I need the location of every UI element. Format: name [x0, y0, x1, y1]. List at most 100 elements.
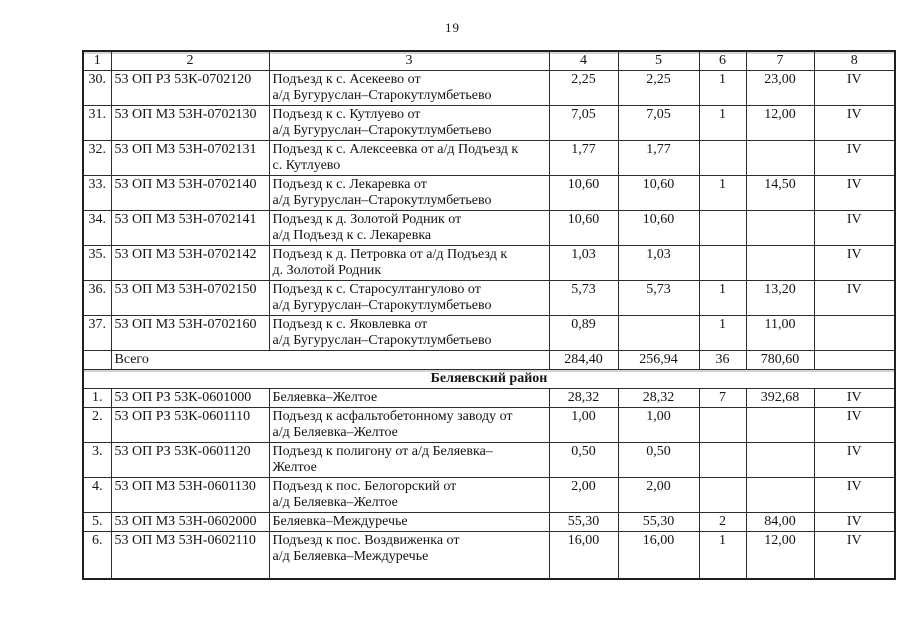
road-name-cell: Подъезд к с. Асекеево от а/д Бугуруслан–…	[268, 70, 550, 106]
road-name-cell: Подъезд к с. Лекаревка от а/д Бугуруслан…	[268, 175, 550, 211]
road-code-cell: 53 ОП РЗ 53К-0601000	[110, 388, 270, 408]
value-cell-col4: 16,00	[548, 531, 619, 580]
value-cell-col8	[813, 315, 896, 351]
column-header-3: 3	[268, 50, 550, 71]
table-row: 6. 53 ОП МЗ 53Н-0602110 Подъезд к пос. Воз…	[82, 531, 896, 580]
value-cell-col4: 0,89	[548, 315, 619, 351]
value-cell-col5: 256,94	[617, 350, 700, 370]
value-cell-col8: IV	[813, 70, 896, 106]
value-cell-col6: 36	[698, 350, 747, 370]
value-cell-col7: 12,00	[745, 105, 815, 141]
road-code-cell: 53 ОП РЗ 53К-0601120	[110, 442, 270, 478]
value-cell-col6: 1	[698, 531, 747, 580]
road-name-cell: Подъезд к д. Петровка от а/д Подъезд к д…	[268, 245, 550, 281]
value-cell-col8: IV	[813, 512, 896, 532]
table-row: 5. 53 ОП МЗ 53Н-0602000 Беляевка–Междуречь…	[82, 512, 896, 532]
value-cell-col7: 23,00	[745, 70, 815, 106]
column-header-7: 7	[745, 50, 815, 71]
road-code-cell: 53 ОП МЗ 53Н-0602110	[110, 531, 270, 580]
value-cell-col7: 12,00	[745, 531, 815, 580]
page-number: 19	[445, 20, 460, 35]
table-row: 32. 53 ОП МЗ 53Н-0702131 Подъезд к с. Алек…	[82, 140, 896, 176]
value-cell-col7: 14,50	[745, 175, 815, 211]
road-code-cell: 53 ОП РЗ 53К-0702120	[110, 70, 270, 106]
value-cell-col6	[698, 407, 747, 443]
value-cell-col4: 284,40	[548, 350, 619, 370]
value-cell-col8: IV	[813, 105, 896, 141]
value-cell-col6: 1	[698, 105, 747, 141]
value-cell-col6: 1	[698, 315, 747, 351]
row-number-cell: 5.	[82, 512, 112, 532]
value-cell-col4: 2,25	[548, 70, 619, 106]
row-number-cell: 34.	[82, 210, 112, 246]
value-cell-col7: 13,20	[745, 280, 815, 316]
table-row: 3. 53 ОП РЗ 53К-0601120 Подъезд к полигону…	[82, 442, 896, 478]
value-cell-col5: 10,60	[617, 210, 700, 246]
value-cell-col8: IV	[813, 388, 896, 408]
table-body: 30. 53 ОП РЗ 53К-0702120 Подъезд к с. Асек…	[82, 70, 896, 580]
row-number-cell: 30.	[82, 70, 112, 106]
value-cell-col6: 1	[698, 175, 747, 211]
road-name-cell: Подъезд к с. Старосултангулово от а/д Бу…	[268, 280, 550, 316]
road-code-cell: 53 ОП РЗ 53К-0601110	[110, 407, 270, 443]
value-cell-col4: 10,60	[548, 175, 619, 211]
value-cell-col8: IV	[813, 531, 896, 580]
value-cell-col4: 1,03	[548, 245, 619, 281]
value-cell-col4: 5,73	[548, 280, 619, 316]
table-row: 31. 53 ОП МЗ 53Н-0702130 Подъезд к с. Кутл…	[82, 105, 896, 141]
roads-register-table: 1 2 3 4 5 6 7 8 30. 53 ОП РЗ 53К-0702120 П…	[82, 50, 896, 580]
value-cell-col6: 2	[698, 512, 747, 532]
value-cell-col5: 28,32	[617, 388, 700, 408]
value-cell-col5: 2,00	[617, 477, 700, 513]
value-cell-col8: IV	[813, 280, 896, 316]
value-cell-col6	[698, 245, 747, 281]
value-cell-col5: 16,00	[617, 531, 700, 580]
value-cell-col8: IV	[813, 407, 896, 443]
road-name-cell: Подъезд к д. Золотой Родник от а/д Подъе…	[268, 210, 550, 246]
column-header-8: 8	[813, 50, 896, 71]
value-cell-col5: 55,30	[617, 512, 700, 532]
value-cell-col8: IV	[813, 175, 896, 211]
road-name-cell: Подъезд к с. Алексеевка от а/д Подъезд к…	[268, 140, 550, 176]
value-cell-col6	[698, 210, 747, 246]
row-number-cell: 31.	[82, 105, 112, 141]
column-header-2: 2	[110, 50, 270, 71]
table-row: 37. 53 ОП МЗ 53Н-0702160 Подъезд к с. Яков…	[82, 315, 896, 351]
value-cell-col7: 780,60	[745, 350, 815, 370]
column-header-row: 1 2 3 4 5 6 7 8	[82, 50, 896, 71]
value-cell-col5: 10,60	[617, 175, 700, 211]
row-number-cell: 33.	[82, 175, 112, 211]
road-code-cell: 53 ОП МЗ 53Н-0602000	[110, 512, 270, 532]
value-cell-col6	[698, 477, 747, 513]
row-number-cell: 35.	[82, 245, 112, 281]
value-cell-col5: 2,25	[617, 70, 700, 106]
road-code-cell: 53 ОП МЗ 53Н-0702142	[110, 245, 270, 281]
value-cell-col5: 1,03	[617, 245, 700, 281]
table-row: 4. 53 ОП МЗ 53Н-0601130 Подъезд к пос. Бел…	[82, 477, 896, 513]
road-name-cell: Беляевка–Междуречье	[268, 512, 550, 532]
table-row: 34. 53 ОП МЗ 53Н-0702141 Подъезд к д. Золо…	[82, 210, 896, 246]
table-row: 36. 53 ОП МЗ 53Н-0702150 Подъезд к с. Стар…	[82, 280, 896, 316]
value-cell-col4: 28,32	[548, 388, 619, 408]
value-cell-col5: 5,73	[617, 280, 700, 316]
road-code-cell: 53 ОП МЗ 53Н-0702150	[110, 280, 270, 316]
value-cell-col8: IV	[813, 442, 896, 478]
value-cell-col6: 1	[698, 70, 747, 106]
value-cell-col5: 0,50	[617, 442, 700, 478]
column-header-5: 5	[617, 50, 700, 71]
value-cell-col7	[745, 477, 815, 513]
road-code-cell: 53 ОП МЗ 53Н-0702141	[110, 210, 270, 246]
value-cell-col8	[813, 350, 896, 370]
value-cell-col8: IV	[813, 477, 896, 513]
value-cell-col6: 7	[698, 388, 747, 408]
value-cell-col7: 392,68	[745, 388, 815, 408]
row-number-cell	[82, 350, 112, 370]
row-number-cell: 36.	[82, 280, 112, 316]
value-cell-col7	[745, 210, 815, 246]
value-cell-col7: 84,00	[745, 512, 815, 532]
road-name-cell: Подъезд к пос. Воздвиженка от а/д Беляев…	[268, 531, 550, 580]
table-row: 30. 53 ОП РЗ 53К-0702120 Подъезд к с. Асек…	[82, 70, 896, 106]
road-name-cell: Подъезд к полигону от а/д Беляевка– Желт…	[268, 442, 550, 478]
value-cell-col7	[745, 245, 815, 281]
